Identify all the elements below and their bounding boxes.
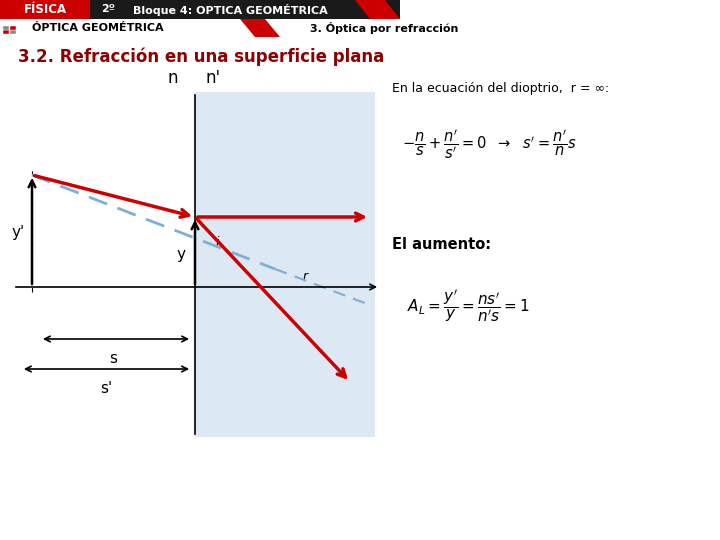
Text: i: i xyxy=(215,235,219,248)
Text: n: n xyxy=(168,69,179,87)
Text: s': s' xyxy=(100,381,112,396)
Text: $-\dfrac{n}{s}+\dfrac{n'}{s'}=0\ \ \rightarrow\ \ s'=\dfrac{n'}{n}s$: $-\dfrac{n}{s}+\dfrac{n'}{s'}=0\ \ \righ… xyxy=(402,127,577,161)
Bar xyxy=(0,0,90,19)
Text: 3. Óptica por refracción: 3. Óptica por refracción xyxy=(310,22,459,34)
Text: FÍSICA: FÍSICA xyxy=(24,3,66,16)
Text: 3.2. Refracción en una superficie plana: 3.2. Refracción en una superficie plana xyxy=(18,47,384,65)
Text: ÓPTICA GEOMÉTRICA: ÓPTICA GEOMÉTRICA xyxy=(32,23,163,33)
Text: En la ecuación del dioptrio,  r = ∞:: En la ecuación del dioptrio, r = ∞: xyxy=(392,82,609,95)
Text: n': n' xyxy=(205,69,220,87)
Bar xyxy=(90,0,400,19)
Text: Bloque 4: OPTICA GEOMÉTRICA: Bloque 4: OPTICA GEOMÉTRICA xyxy=(132,3,328,16)
Polygon shape xyxy=(240,19,280,37)
Bar xyxy=(195,92,375,437)
Text: r: r xyxy=(302,271,307,284)
Text: s: s xyxy=(109,351,117,366)
Text: y': y' xyxy=(12,225,24,240)
Bar xyxy=(10,30,16,34)
Text: El aumento:: El aumento: xyxy=(392,237,491,252)
Bar xyxy=(10,26,16,30)
Text: $A_L=\dfrac{y'}{y}=\dfrac{ns'}{n's}=1$: $A_L=\dfrac{y'}{y}=\dfrac{ns'}{n's}=1$ xyxy=(407,287,530,324)
Polygon shape xyxy=(355,0,400,19)
Text: 21 de 39: 21 de 39 xyxy=(666,526,712,536)
Bar xyxy=(3,26,9,30)
Text: y: y xyxy=(176,246,186,261)
Text: Rafael Artacho Cañadas: Rafael Artacho Cañadas xyxy=(8,526,133,536)
Text: 2º: 2º xyxy=(101,4,115,15)
Bar xyxy=(3,30,9,34)
